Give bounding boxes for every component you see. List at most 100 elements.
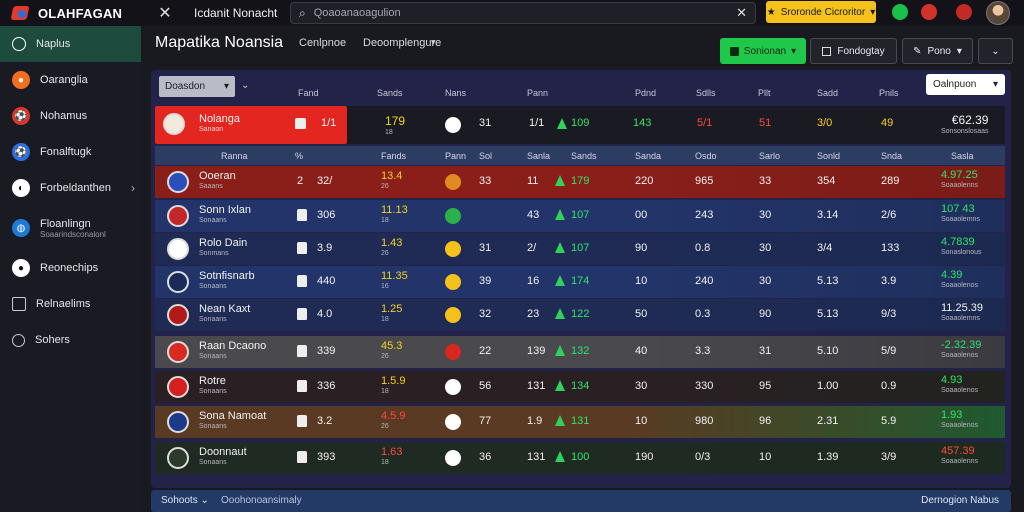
column-header[interactable]: Fands [381,151,407,161]
team-name[interactable]: Sotnfisnarb Sonaans [199,270,255,290]
filter-select[interactable]: Doasdon ▾ [159,76,235,97]
tab-title[interactable]: Icdanit Nonacht [194,6,278,20]
team-name[interactable]: Rolo Dain Sonmans [199,237,248,257]
status-dot-icon [445,274,461,290]
tab-cenlpnoe[interactable]: Cenlpnoe [299,37,347,49]
trend-up-icon [555,451,565,462]
column-header[interactable]: Pnils [879,88,899,98]
footer-bar: Sohoots ⌄ Ooohonoansimaly Dernogion Nabu… [151,490,1011,512]
team-name[interactable]: Sona Namoat Sonaans [199,410,267,430]
row-value: 0.9 [881,380,897,392]
column-header[interactable]: Pann [445,151,467,161]
column-header[interactable]: Sdlls [696,88,716,98]
sidebar-item-label: Reonechips [40,262,99,274]
column-header[interactable]: Osdo [695,151,717,161]
column-header[interactable]: Sanla [527,151,551,161]
table-row[interactable]: Sona Namoat Sonaans 3.2 4.5.9 26 77 1.9 131 10 98… [155,406,1005,438]
sidebar-item-relnaelims[interactable]: Relnaelims [0,286,141,322]
column-header[interactable]: Pllt [758,88,771,98]
competition-select[interactable]: Oalnpuon ▾ [926,74,1005,95]
row-value: 5/9 [881,345,897,357]
column-header[interactable]: Sol [479,151,493,161]
column-header[interactable]: Pdnd [635,88,657,98]
column-header[interactable]: Pann [527,88,549,98]
search-bar[interactable]: ⌕ ✕ [290,2,756,24]
search-input[interactable] [313,7,729,19]
footer-right[interactable]: Dernogion Nabus [921,495,999,506]
row-value: 131 [527,380,546,392]
logo[interactable]: OLAHFAGAN [0,4,140,22]
featured-value: 3/0 [817,117,833,129]
avatar[interactable] [986,1,1010,25]
row-value: 1.43 26 [381,237,403,257]
column-header[interactable]: Sands [571,151,597,161]
logo-text: OLAHFAGAN [38,5,123,21]
table-row[interactable]: Nean Kaxt Sonaans 4.0 1.25 18 32 23 122 50 0.3 90 5… [155,299,1005,331]
alert-icon[interactable] [921,4,937,20]
table-row[interactable]: Sotnfisnarb Sonaans 440 11.35 16 39 16 174 10 240… [155,266,1005,298]
team-name[interactable]: Nean Kaxt Sonaans [199,303,251,323]
messages-icon[interactable] [956,4,972,20]
row-value: 33 [759,175,772,187]
column-header[interactable]: Sasla [951,151,974,161]
sidebar-item-fonalftugk[interactable]: ⚽ Fonalftugk [0,134,141,170]
pono-button[interactable]: ✎ Pono ▾ [902,38,973,64]
row-value: 90 [759,308,772,320]
team-name[interactable]: Doonnaut Sonaans [199,446,247,466]
clear-search-icon[interactable]: ✕ [736,5,747,20]
column-header[interactable]: Fand [298,88,319,98]
sidebar-item-reonechips[interactable]: ● Reonechips [0,250,141,286]
row-total: 457.39 Soaaolenns [941,445,978,465]
column-header[interactable]: Sadd [817,88,839,98]
row-value: 5.9 [881,415,897,427]
column-header[interactable]: Sarlo [759,151,781,161]
column-header[interactable]: Sands [377,88,403,98]
row-value: 1.25 18 [381,303,403,323]
grid-icon [12,297,26,311]
footer-middle[interactable]: Ooohonoansimaly [221,495,302,506]
notification-icon[interactable] [892,4,908,20]
team-crest-icon [167,271,189,293]
column-header[interactable]: % [295,151,304,161]
sidebar-item-naplus[interactable]: Naplus [0,26,141,62]
column-header[interactable]: Snda [881,151,903,161]
fondogtay-button[interactable]: Fondogtay [810,38,897,64]
table-row[interactable]: Ooeran Saaans 2 32/13.4 26 33 11 179 220 965 33 354… [155,166,1005,198]
tab-deoomplengure[interactable]: Deoomplengure [363,37,442,49]
filter-toggle-icon[interactable]: ⌄ [241,80,250,91]
team-name[interactable]: Sonn Ixlan Sonaans [199,204,251,224]
promo-label: Sroronde Cicroritor [780,6,866,18]
column-header[interactable]: Nans [445,88,467,98]
sidebar-item-sohers[interactable]: Sohers [0,322,141,358]
green-action-button[interactable]: Sonionan ▾ [720,38,806,64]
sidebar-item-forbeldanthen[interactable]: ◐ Forbeldanthen › [0,170,141,206]
team-name[interactable]: Ooeran Saaans [199,170,236,190]
table-row[interactable]: Raan Dcaono Sonaans 339 45.3 26 22 139 132 40 3.3… [155,336,1005,368]
sidebar-item-oaranglia[interactable]: ● Oaranglia [0,62,141,98]
table-row[interactable]: Rolo Dain Sonmans 3.9 1.43 26 31 2/107 90 0.8 30 3… [155,233,1005,265]
row-value: 50 [635,308,648,320]
sidebar-item-floanlingn[interactable]: ◍ Floanlingn Soaarindsconalonl [0,206,141,250]
featured-value: 143 [633,117,652,129]
featured-value: 179 18 [385,114,406,136]
row-value: 45.3 26 [381,340,403,360]
table-row[interactable]: Doonnaut Sonaans 393 1.63 18 36 131 100 190 0/3 10… [155,442,1005,474]
promo-button[interactable]: ★ Sroronde Cicroritor ▾ [766,1,876,23]
team-name[interactable]: Raan Dcaono Sonaans [199,340,267,360]
team-name[interactable]: Rotre Sonaans [199,375,227,395]
column-header[interactable]: Ranna [221,151,248,161]
column-header[interactable]: Sonld [817,151,841,161]
footer-left[interactable]: Sohoots ⌄ [161,495,209,506]
circle-icon: ● [12,259,30,277]
chevron-right-icon[interactable]: › [131,181,135,195]
chevron-down-icon[interactable]: ▾ [431,37,436,47]
trend-up-icon [555,175,565,186]
close-icon[interactable]: ✕ [158,5,172,22]
column-header[interactable]: Sanda [635,151,662,161]
table-row[interactable]: Rotre Sonaans 336 1.5.9 18 56 131 134 30 330 95 1.0… [155,371,1005,403]
more-button[interactable]: ⌄ [978,38,1013,64]
featured-row[interactable]: Nolanga Sanaon 1/1 179 18 31 1/1 109 143… [155,106,1005,144]
sidebar-item-nohamus[interactable]: ⚽ Nohamus [0,98,141,134]
kit-icon [297,451,307,463]
table-row[interactable]: Sonn Ixlan Sonaans 306 11.13 18 43 107 00 243 30 3… [155,200,1005,232]
